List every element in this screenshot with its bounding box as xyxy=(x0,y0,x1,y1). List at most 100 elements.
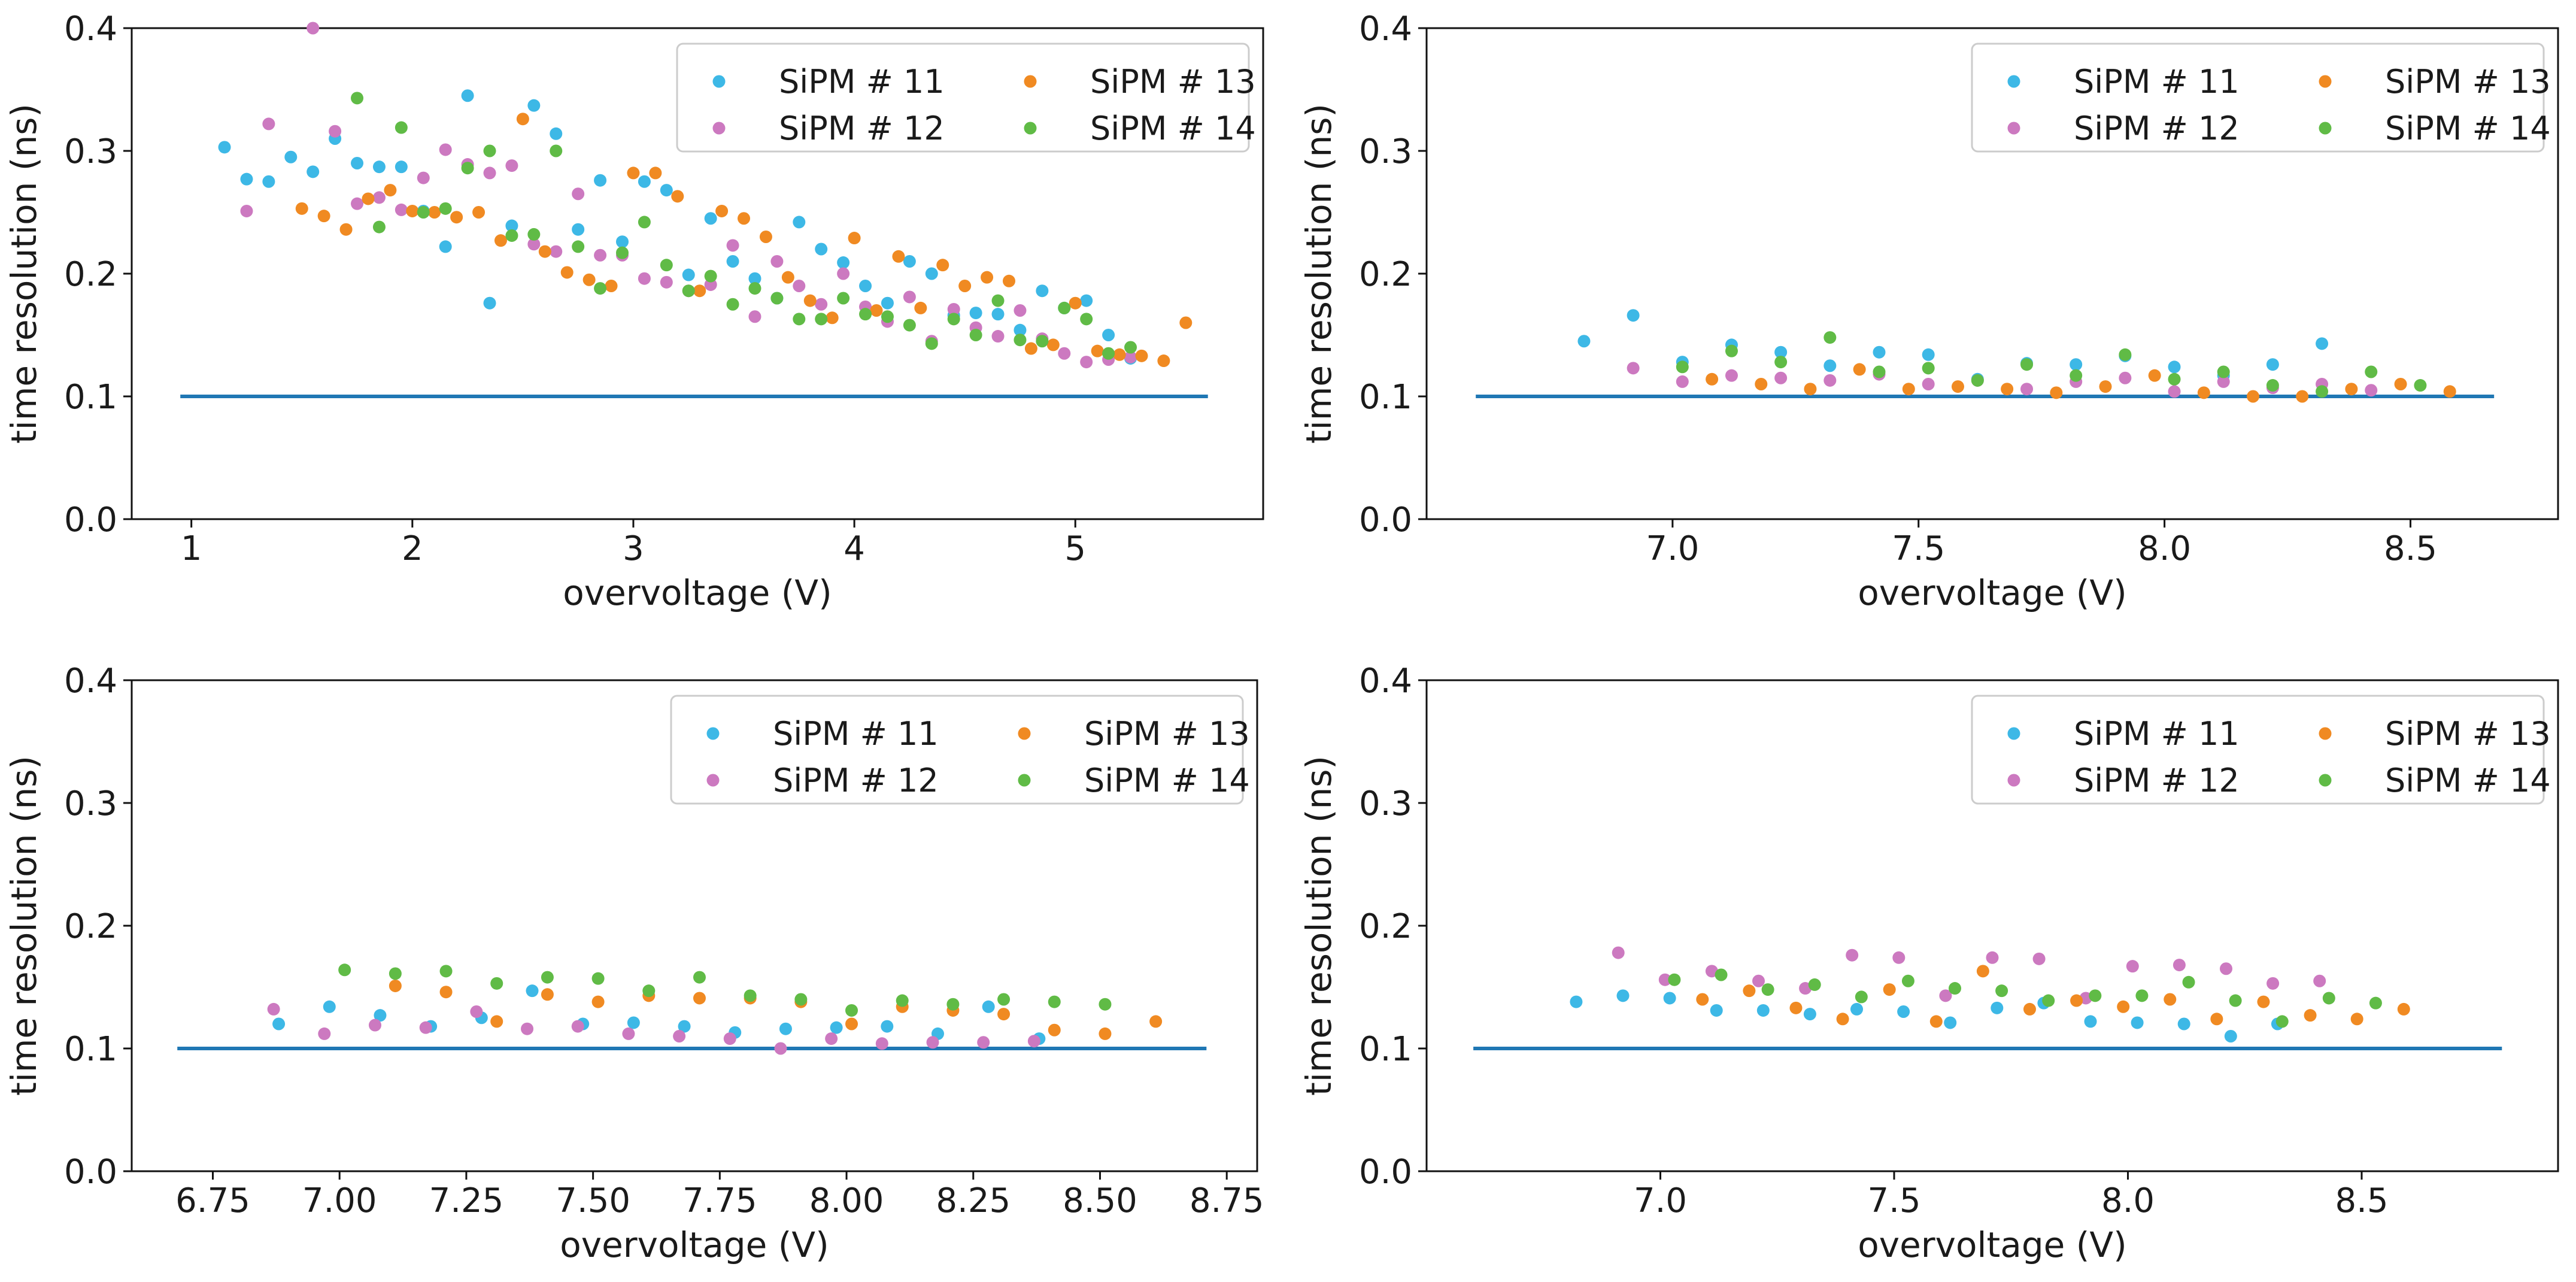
data-point xyxy=(1048,1023,1061,1036)
data-point xyxy=(845,1017,858,1031)
data-point xyxy=(419,1021,432,1034)
data-point xyxy=(541,971,554,984)
y-tick-label: 0.2 xyxy=(64,907,117,946)
data-point xyxy=(693,992,706,1005)
data-point xyxy=(417,206,430,219)
legend-label: SiPM # 14 xyxy=(1090,110,1256,147)
legend-box xyxy=(676,43,1250,153)
data-point xyxy=(572,187,585,201)
x-tick-label: 7.5 xyxy=(1867,1181,1920,1220)
y-tick-label: 0.3 xyxy=(64,784,117,823)
data-point xyxy=(704,269,717,283)
y-axis-label: time resolution (ns) xyxy=(4,104,44,444)
data-point xyxy=(2224,1030,2237,1042)
data-point xyxy=(2126,960,2139,973)
data-point xyxy=(2001,383,2014,396)
data-point xyxy=(338,963,351,977)
data-point xyxy=(678,1020,691,1033)
data-point xyxy=(875,1037,888,1050)
series-sipm-12 xyxy=(1612,946,2326,1005)
data-point xyxy=(527,228,541,241)
data-point xyxy=(1612,946,1625,959)
data-point xyxy=(1725,369,1738,382)
y-tick-label: 0.1 xyxy=(64,1030,117,1069)
data-point xyxy=(2350,1013,2363,1026)
data-point xyxy=(682,268,695,281)
x-tick-label: 7.0 xyxy=(1646,529,1699,568)
data-point xyxy=(262,117,275,131)
data-point xyxy=(914,301,927,314)
series-sipm-11 xyxy=(272,984,1046,1045)
data-point xyxy=(295,202,308,215)
x-axis-label: overvoltage (V) xyxy=(560,1225,829,1265)
data-point xyxy=(1179,316,1193,329)
data-point xyxy=(1157,354,1170,368)
data-point xyxy=(240,204,253,217)
series-sipm-14 xyxy=(338,963,1112,1017)
data-point xyxy=(1725,344,1738,357)
data-point xyxy=(2257,995,2270,1008)
data-point xyxy=(638,216,651,229)
data-point xyxy=(704,212,717,225)
x-tick-label: 7.25 xyxy=(429,1181,504,1220)
data-point xyxy=(793,313,806,326)
data-point xyxy=(1939,989,1952,1002)
data-point xyxy=(1696,993,1709,1006)
legend-label: SiPM # 11 xyxy=(779,63,945,101)
data-point xyxy=(2135,989,2149,1002)
data-point xyxy=(997,993,1011,1006)
data-point xyxy=(339,223,353,236)
data-point xyxy=(372,191,386,204)
data-point xyxy=(1836,1013,1849,1026)
data-point xyxy=(284,150,298,163)
data-point xyxy=(1922,348,1935,361)
data-point xyxy=(2296,390,2309,403)
data-point xyxy=(903,290,916,304)
legend-marker xyxy=(2007,122,2020,135)
data-point xyxy=(1761,983,1774,996)
data-point xyxy=(903,319,916,332)
legend-label: SiPM # 13 xyxy=(2385,715,2551,753)
data-point xyxy=(715,204,729,217)
data-point xyxy=(1823,374,1837,387)
data-point xyxy=(723,1032,736,1045)
data-point xyxy=(2177,1017,2190,1031)
data-point xyxy=(450,211,463,224)
x-axis-label: overvoltage (V) xyxy=(1858,1225,2126,1265)
x-tick-label: 7.5 xyxy=(1892,529,1945,568)
data-point xyxy=(461,162,474,175)
data-point xyxy=(958,280,972,292)
data-point xyxy=(682,284,695,298)
data-point xyxy=(2168,372,2181,386)
data-point xyxy=(744,989,757,1002)
data-point xyxy=(2182,975,2195,989)
data-point xyxy=(351,92,364,105)
data-point xyxy=(642,984,656,998)
data-point xyxy=(490,977,503,990)
legend-box xyxy=(1971,695,2545,805)
data-point xyxy=(969,329,982,341)
legend-marker xyxy=(2007,727,2020,740)
data-point xyxy=(2266,358,2279,371)
data-point xyxy=(826,311,839,325)
data-point xyxy=(881,310,894,323)
data-point xyxy=(505,159,518,172)
data-point xyxy=(2219,962,2232,975)
data-point xyxy=(240,172,253,186)
data-point xyxy=(362,192,375,205)
data-point xyxy=(738,212,751,225)
data-point xyxy=(1922,378,1935,390)
y-tick-label: 0.4 xyxy=(1359,662,1412,701)
data-point xyxy=(1036,284,1049,298)
data-point xyxy=(793,280,806,292)
data-point xyxy=(2168,360,2181,374)
data-point xyxy=(2397,1002,2410,1016)
data-point xyxy=(1944,1016,1957,1029)
legend-box xyxy=(1971,43,2545,153)
series-sipm-14 xyxy=(1668,968,2382,1028)
x-tick-label: 5 xyxy=(1064,529,1086,568)
data-point xyxy=(977,1036,990,1049)
legend-label: SiPM # 12 xyxy=(2074,762,2240,799)
data-point xyxy=(2119,371,2132,384)
